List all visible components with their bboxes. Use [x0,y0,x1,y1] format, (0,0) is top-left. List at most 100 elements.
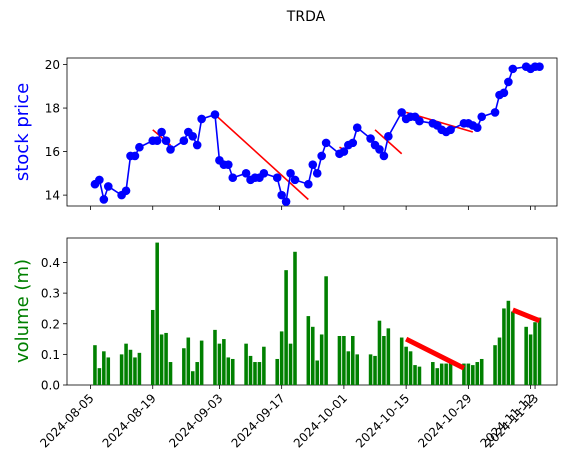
price-point [290,175,300,185]
volume-bar [511,311,515,385]
price-point [152,136,162,146]
volume-bar [106,357,111,385]
price-point [130,151,140,161]
volume-y-tick-label: 0.3 [41,287,60,301]
volume-bar [137,352,142,385]
volume-bar [284,270,288,385]
volume-series [93,242,542,385]
volume-bar [222,339,226,385]
volume-bar [182,348,186,385]
price-point [508,64,518,74]
price-plot-area [66,57,558,207]
volume-bar [275,358,279,385]
volume-trend-lines [405,307,541,371]
price-point [499,88,509,98]
price-point [308,160,318,169]
price-point [210,110,220,119]
volume-bar [315,360,320,385]
volume-bar [475,362,480,385]
volume-bar [373,355,377,385]
volume-y-axis: 0.0 0.1 0.2 0.3 0.4 [41,256,67,393]
volume-bar [408,351,413,385]
volume-bar [190,371,195,385]
volume-bar [324,276,328,385]
volume-bar [248,355,253,385]
price-point [366,134,375,143]
price-y-label: stock price [12,83,33,181]
price-point [99,195,109,204]
price-point [384,132,393,141]
price-point [166,145,175,154]
volume-bar [133,357,137,385]
price-point [161,136,171,146]
chart-title: TRDA [286,9,326,25]
price-y-axis: 14 16 18 20 [45,58,67,203]
volume-bar [319,334,324,385]
volume-bar [168,362,173,385]
volume-bar [368,354,373,385]
volume-bar [537,317,542,385]
price-x-axis [90,206,536,210]
volume-bar [444,363,448,385]
price-point [197,114,206,124]
volume-bar [502,308,506,385]
price-point [228,173,238,183]
volume-y-tick-label: 0.4 [41,256,60,270]
volume-bar [226,357,231,385]
price-point [304,179,313,189]
price-point [259,169,269,178]
price-point [224,160,233,169]
volume-bar [119,354,124,385]
volume-bar [497,337,502,385]
price-point [277,190,286,200]
volume-bar [128,349,133,385]
price-point [103,182,113,191]
volume-y-label: volume (m) [12,259,33,363]
price-point [157,127,166,137]
volume-bar [262,346,266,385]
price-point [379,151,389,161]
price-point [472,123,482,132]
volume-bar [377,320,382,385]
price-point [397,108,406,117]
volume-bar [124,343,128,385]
price-point [348,138,358,148]
price-point [286,169,295,178]
price-point [535,62,544,72]
volume-bar [257,362,262,385]
volume-bar [186,337,191,385]
volume-bar [435,368,440,385]
volume-bar [351,336,355,385]
price-point [477,112,487,122]
volume-bar [150,309,155,385]
price-point [317,151,326,161]
price-point [241,169,251,178]
volume-bar [253,362,257,385]
volume-bar [448,360,453,385]
price-point [135,142,144,152]
volume-y-tick-label: 0.0 [41,379,60,393]
price-series [90,62,544,206]
volume-bar [93,345,97,385]
volume-bar [439,363,444,385]
price-point [281,197,291,206]
price-point [415,116,424,126]
volume-bar [337,336,342,385]
price-y-tick-label: 16 [45,145,60,159]
volume-bar [159,334,164,385]
volume-bar [399,337,404,385]
volume-bar [230,358,235,385]
volume-bar [293,251,297,385]
volume-bar [493,345,497,385]
price-point [121,186,131,196]
volume-trend-segment [511,307,541,324]
volume-bar [431,362,435,385]
price-point [375,145,384,154]
volume-bar [528,334,533,385]
price-point [179,136,189,146]
price-point [339,147,349,156]
volume-bar [199,340,204,385]
price-point [312,169,322,178]
